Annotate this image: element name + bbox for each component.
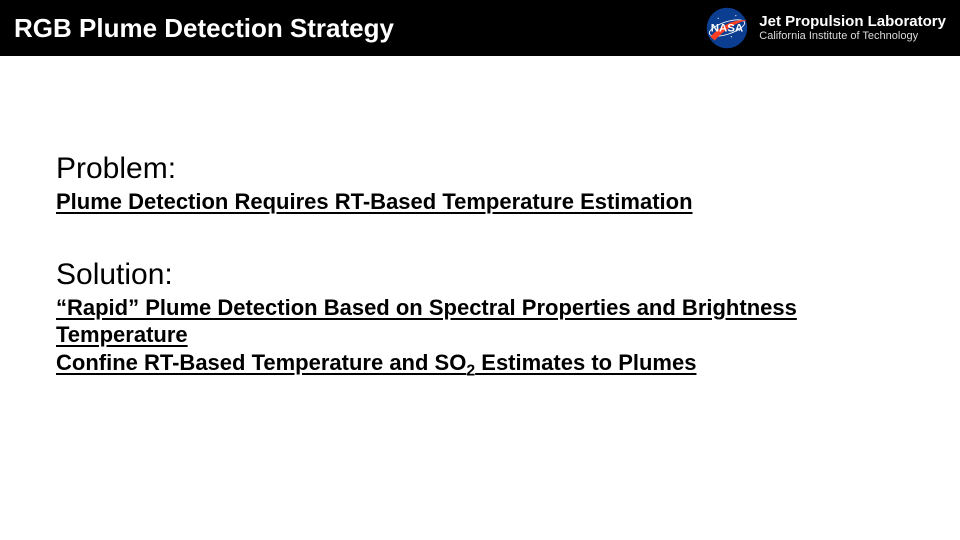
- solution-line2-prefix: Confine RT-Based Temperature and SO: [56, 350, 466, 375]
- solution-line2-subscript: 2: [466, 362, 475, 379]
- solution-heading: Solution:: [56, 258, 904, 292]
- slide-title: RGB Plume Detection Strategy: [14, 13, 394, 44]
- nasa-meatball-icon: NASA: [705, 6, 749, 50]
- slide-header: RGB Plume Detection Strategy NASA Jet Pr…: [0, 0, 960, 56]
- section-spacer: [56, 216, 904, 258]
- problem-body: Plume Detection Requires RT-Based Temper…: [56, 188, 904, 216]
- org-name-line1: Jet Propulsion Laboratory: [759, 14, 946, 31]
- nasa-wordmark: NASA: [711, 23, 743, 35]
- org-name-line2: California Institute of Technology: [759, 30, 946, 42]
- star-icon: [731, 36, 732, 37]
- org-text: Jet Propulsion Laboratory California Ins…: [759, 14, 946, 43]
- org-logo-block: NASA Jet Propulsion Laboratory Californi…: [705, 6, 946, 50]
- slide-body: Problem: Plume Detection Requires RT-Bas…: [0, 56, 960, 376]
- solution-body: “Rapid” Plume Detection Based on Spectra…: [56, 294, 904, 377]
- star-icon: [735, 15, 736, 16]
- solution-line2-suffix: Estimates to Plumes: [475, 350, 696, 375]
- star-icon: [718, 18, 719, 19]
- problem-heading: Problem:: [56, 152, 904, 186]
- solution-line1: “Rapid” Plume Detection Based on Spectra…: [56, 295, 797, 348]
